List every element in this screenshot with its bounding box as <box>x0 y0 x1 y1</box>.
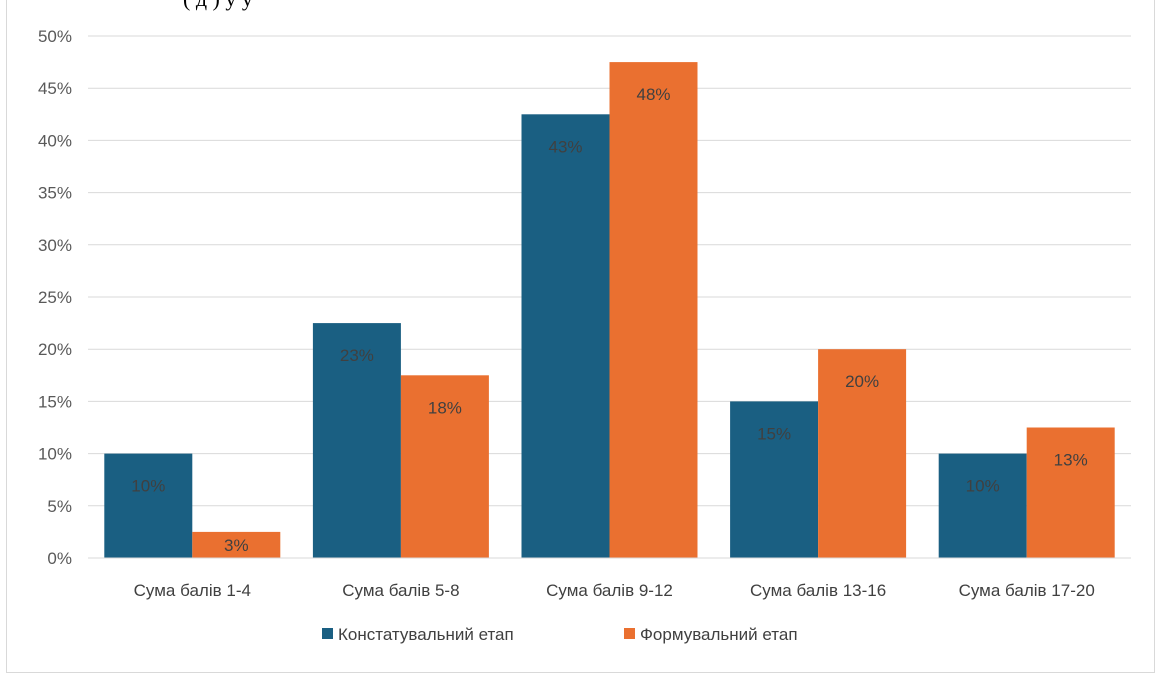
bar <box>192 531 281 558</box>
bar <box>609 62 698 558</box>
data-labels: 10% 3% 23% 18% 43% 48% 15% 20% 10% 13% <box>131 85 1087 555</box>
data-label: 43% <box>548 137 582 156</box>
bar <box>938 453 1027 558</box>
data-label: 10% <box>131 477 165 496</box>
y-tick-label: 40% <box>38 131 72 150</box>
legend: Констатувальний етап Формувальний етап <box>322 625 798 644</box>
bar <box>1026 427 1115 558</box>
y-tick-label: 15% <box>38 392 72 411</box>
y-tick-label: 35% <box>38 184 72 203</box>
y-tick-label: 20% <box>38 340 72 359</box>
bar <box>521 114 610 559</box>
y-tick-label: 10% <box>38 445 72 464</box>
x-tick-label: Сума балів 9-12 <box>546 581 673 600</box>
x-tick-label: Сума балів 17-20 <box>959 581 1095 600</box>
bar <box>730 401 819 558</box>
bars <box>104 62 1115 559</box>
legend-swatch <box>624 628 635 639</box>
x-tick-label: Сума балів 1-4 <box>134 581 251 600</box>
page-caption: ( д ) у у <box>183 0 253 12</box>
data-label: 23% <box>340 346 374 365</box>
data-label: 10% <box>966 477 1000 496</box>
y-tick-label: 30% <box>38 236 72 255</box>
bar <box>312 323 401 558</box>
y-axis: 0% 5% 10% 15% 20% 25% 30% 35% 40% 45% 50% <box>38 27 72 568</box>
x-tick-label: Сума балів 13-16 <box>750 581 886 600</box>
chart-frame <box>6 0 1155 673</box>
legend-label: Констатувальний етап <box>338 625 514 644</box>
legend-swatch <box>322 628 333 639</box>
y-tick-label: 45% <box>38 79 72 98</box>
bar <box>400 375 489 558</box>
bar <box>818 349 907 558</box>
x-axis: Сума балів 1-4 Сума балів 5-8 Сума балів 9… <box>88 557 1131 600</box>
y-tick-label: 25% <box>38 288 72 307</box>
bar <box>104 453 193 558</box>
data-label: 3% <box>224 536 249 555</box>
y-tick-label: 5% <box>47 497 72 516</box>
data-label: 15% <box>757 424 791 443</box>
data-label: 13% <box>1054 451 1088 470</box>
data-label: 48% <box>636 85 670 104</box>
legend-label: Формувальний етап <box>640 625 798 644</box>
data-label: 18% <box>428 398 462 417</box>
data-label: 20% <box>845 372 879 391</box>
x-tick-label: Сума балів 5-8 <box>342 581 459 600</box>
y-tick-label: 50% <box>38 27 72 46</box>
y-tick-label: 0% <box>47 549 72 568</box>
